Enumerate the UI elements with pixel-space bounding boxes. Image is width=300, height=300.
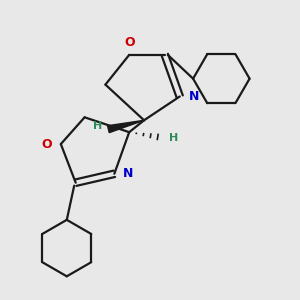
Text: O: O bbox=[124, 36, 134, 49]
Text: N: N bbox=[123, 167, 134, 180]
Text: H: H bbox=[93, 121, 102, 131]
Text: H: H bbox=[169, 133, 178, 143]
Text: O: O bbox=[41, 138, 52, 151]
Polygon shape bbox=[107, 120, 144, 133]
Text: N: N bbox=[189, 90, 199, 103]
